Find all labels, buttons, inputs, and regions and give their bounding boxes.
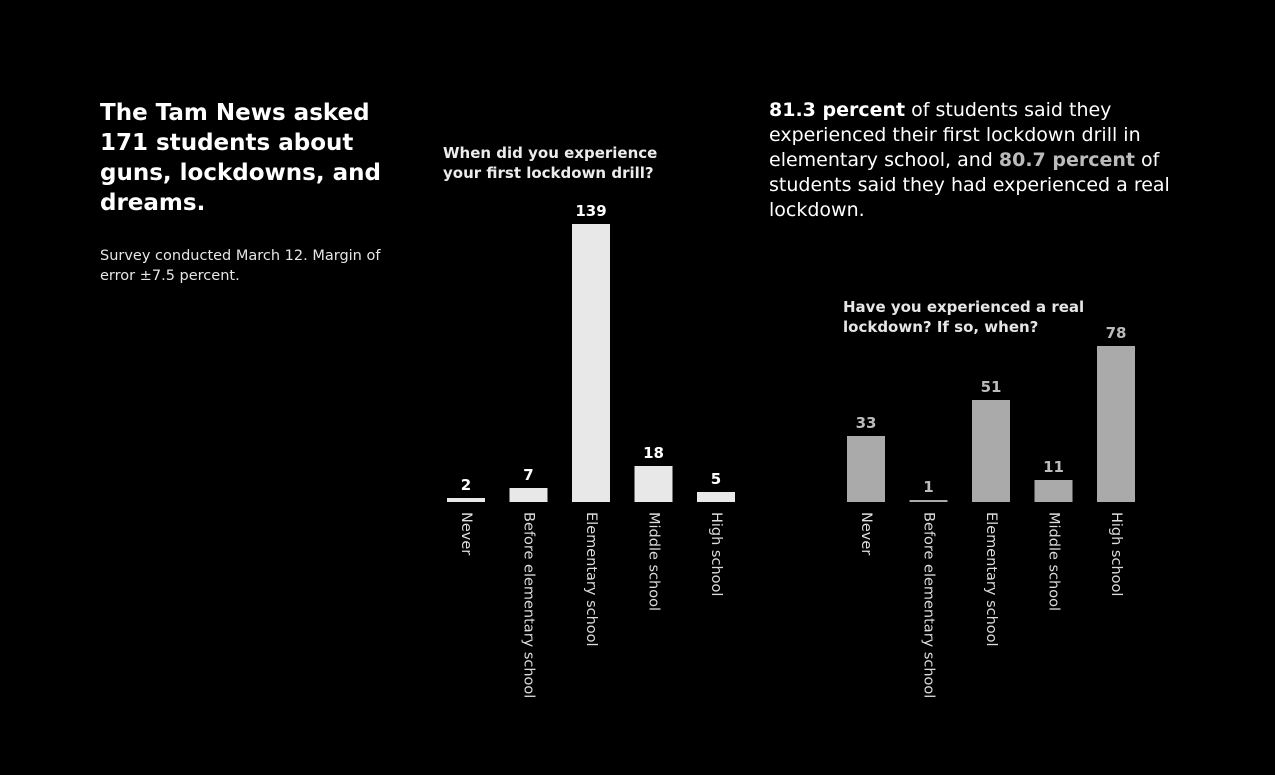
chart1-category-label-4: High school [708, 512, 724, 596]
chart1-value-label-1: 7 [523, 466, 533, 484]
chart2-bar-1 [909, 500, 948, 502]
chart1-bar-2 [572, 224, 610, 502]
chart2-category-label-1: Before elementary school [921, 512, 937, 698]
chart1-category-label-2: Elementary school [583, 512, 599, 647]
chart2-bar-0 [847, 436, 885, 502]
chart2-category-label-4: High school [1108, 512, 1124, 596]
chart1-value-label-2: 139 [575, 202, 606, 220]
survey-note: Survey conducted March 12. Margin of err… [100, 248, 381, 284]
summary-percent-drill: 81.3 percent [769, 99, 906, 121]
chart1-bar-4 [697, 492, 735, 502]
chart2-category-label-0: Never [858, 512, 874, 555]
chart1-category-label-1: Before elementary school [521, 512, 537, 698]
chart1-value-label-0: 2 [461, 476, 471, 494]
chart1-category-label-0: Never [458, 512, 474, 555]
chart2-value-label-1: 1 [923, 478, 933, 496]
chart1-bar-1 [509, 488, 548, 502]
chart2-category-label-2: Elementary school [983, 512, 999, 647]
chart2-value-label-3: 11 [1043, 458, 1064, 476]
summary-percent-real-lockdown: 80.7 percent [998, 149, 1135, 171]
chart1-category-label-3: Middle school [646, 512, 662, 611]
chart1-value-label-4: 5 [711, 470, 721, 488]
summary-text-part2: of students said they had experienced a … [769, 149, 1170, 221]
chart2-value-label-4: 78 [1106, 324, 1127, 342]
chart2-bar-4 [1097, 346, 1135, 502]
chart1-bar-0 [447, 498, 485, 502]
chart2-value-label-2: 51 [981, 378, 1002, 396]
chart2-bar-3 [1034, 480, 1073, 502]
chart2-value-label-0: 33 [856, 414, 877, 432]
summary-text: 81.3 percent of students said they exper… [769, 98, 1189, 223]
chart2-bar-2 [972, 400, 1010, 502]
chart1-title: When did you experience your first lockd… [443, 144, 658, 182]
chart2-category-label-3: Middle school [1046, 512, 1062, 611]
chart1-value-label-3: 18 [643, 444, 664, 462]
chart1-bar-3 [634, 466, 673, 502]
chart2-title: Have you experienced a real lockdown? If… [843, 298, 1085, 336]
summary-text-part1: of students said they experienced their … [769, 99, 1141, 171]
headline: The Tam News asked 171 students about gu… [100, 100, 381, 216]
